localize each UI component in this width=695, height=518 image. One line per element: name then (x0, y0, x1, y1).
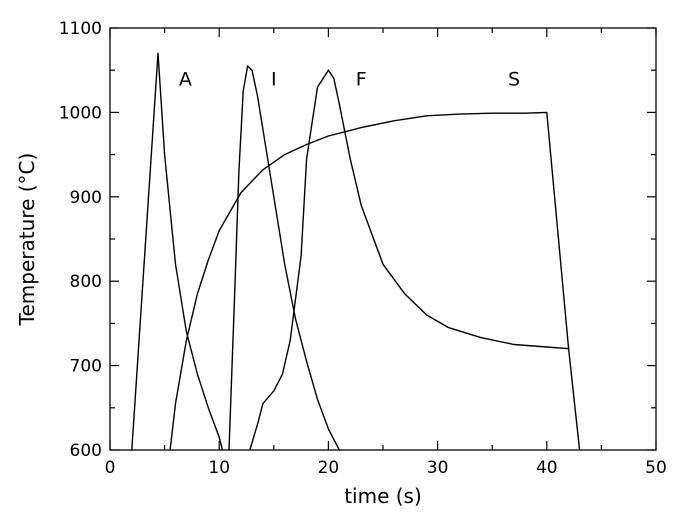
series-line-i (228, 65, 340, 451)
x-tick-label: 10 (208, 458, 230, 478)
series-line-a (131, 52, 224, 451)
curve-label-a: A (179, 69, 192, 91)
x-tick-label: 40 (536, 458, 558, 478)
x-axis-label: time (s) (344, 484, 422, 508)
curve-label-s: S (508, 69, 520, 91)
curve-label-f: F (356, 69, 367, 91)
y-tick-label: 1000 (59, 103, 102, 123)
y-tick-label: 700 (70, 357, 102, 377)
tick-labels-layer: 0 10 20 30 40 50 600 700 800 900 1000 1100 (59, 19, 667, 478)
y-tick-label: 1100 (59, 19, 102, 39)
series-line-f (249, 69, 570, 451)
y-tick-label: 600 (70, 441, 102, 461)
plot-frame (109, 27, 657, 451)
y-tick-label: 800 (70, 272, 102, 292)
x-tick-label: 20 (318, 458, 340, 478)
series-line-s (169, 111, 581, 451)
x-tick-label: 30 (427, 458, 449, 478)
y-tick-label: 900 (70, 188, 102, 208)
y-axis-label: Temperature (°C) (15, 153, 39, 327)
x-tick-label: 0 (105, 458, 116, 478)
x-tick-label: 50 (645, 458, 667, 478)
ticks-layer (109, 27, 657, 451)
curves-layer (131, 52, 581, 451)
curve-label-i: I (271, 69, 277, 91)
